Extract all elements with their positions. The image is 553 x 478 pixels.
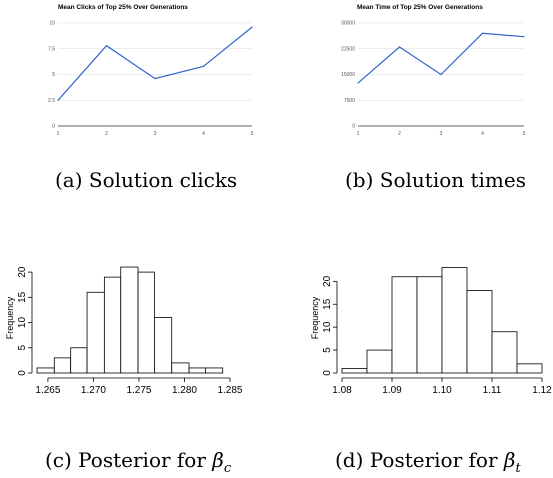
caption-c: (c) Posterior for βc — [45, 448, 232, 476]
chart-b-series-line — [357, 32, 525, 84]
chart-a-title: Mean Clicks of Top 25% Over Generations — [58, 4, 188, 11]
chart-a-xtick-label: 1 — [57, 131, 60, 137]
chart-d-ytick-label: 5 — [322, 347, 333, 353]
chart-d-xtick-label: 1.11 — [483, 385, 502, 396]
chart-c-xtick-label: 1.270 — [81, 385, 106, 396]
chart-c-bar — [120, 266, 139, 374]
chart-d-xtick-label: 1.12 — [532, 385, 552, 396]
chart-a-point — [154, 78, 156, 80]
chart-a-point — [251, 26, 253, 28]
chart-d-ytick-label: 10 — [322, 321, 333, 333]
panel-d-histogram: Frequency 0 5 10 15 20 1.08 1.09 1.10 1.11 1.12 — [310, 267, 552, 396]
chart-d-bar — [416, 276, 443, 374]
chart-a-ytick-label: 5 — [52, 72, 55, 78]
chart-b-ytick-label: 0 — [352, 124, 355, 130]
chart-a-ytick-label: 0 — [52, 124, 55, 130]
chart-a-ytick-label: 7.5 — [48, 46, 55, 52]
chart-a-point — [105, 45, 108, 47]
chart-c-ytick-label: 5 — [17, 345, 28, 351]
chart-b-xtick-label: 5 — [523, 131, 526, 137]
chart-a-xtick-label: 2 — [105, 131, 108, 137]
panel-b-times-chart: Mean Time of Top 25% Over Generations 0 7… — [341, 4, 526, 137]
chart-c-ytick-label: 0 — [17, 370, 28, 376]
chart-b-ytick-label: 22500 — [341, 46, 355, 52]
chart-d-bar — [516, 363, 543, 374]
chart-b-xtick-label: 3 — [440, 131, 443, 137]
chart-b-title: Mean Time of Top 25% Over Generations — [357, 4, 483, 11]
chart-c-bar — [188, 367, 206, 374]
chart-c-ytick-label: 10 — [17, 317, 28, 329]
chart-b-point — [357, 82, 359, 84]
chart-b-xtick-label: 4 — [481, 131, 484, 137]
chart-d-xtick-label: 1.10 — [432, 385, 452, 396]
chart-c-xtick-label: 1.265 — [35, 385, 60, 396]
caption-d: (d) Posterior for βt — [335, 448, 521, 476]
chart-b-ytick-label: 7500 — [344, 98, 355, 104]
chart-c-bar — [36, 367, 55, 374]
chart-d-ylabel: Frequency — [310, 296, 320, 339]
chart-a-ytick-label: 10 — [49, 21, 55, 27]
chart-b-xtick-label: 1 — [357, 131, 360, 137]
chart-b-point — [523, 36, 525, 38]
chart-b-ytick-label: 15000 — [341, 72, 355, 78]
caption-d-subscript: t — [515, 461, 521, 476]
caption-c-subscript: c — [224, 461, 232, 476]
chart-c-xtick-label: 1.285 — [217, 385, 242, 396]
chart-c-bar — [171, 362, 190, 374]
chart-c-bar — [86, 291, 105, 374]
chart-a-point — [57, 99, 59, 101]
chart-d-xtick-label: 1.09 — [382, 385, 402, 396]
caption-d-text: (d) Posterior for — [335, 448, 504, 472]
chart-d-bar — [341, 368, 368, 374]
chart-b-point — [481, 32, 484, 34]
panel-c-histogram: Frequency 0 5 10 15 20 1.265 1.270 1.275 1.280 1.… — [5, 266, 243, 396]
panel-a-clicks-chart: Mean Clicks of Top 25% Over Generations … — [48, 4, 254, 137]
chart-a-xtick-label: 5 — [251, 131, 254, 137]
chart-d-ytick-label: 0 — [322, 370, 333, 376]
chart-c-bar — [205, 367, 224, 374]
chart-a-xtick-label: 4 — [202, 131, 205, 137]
chart-d-bar — [466, 290, 493, 374]
caption-c-symbol: β — [211, 448, 224, 472]
caption-a: (a) Solution clicks — [55, 168, 237, 192]
chart-c-bar — [53, 357, 72, 374]
caption-c-text: (c) Posterior for — [45, 448, 212, 472]
chart-c-bar — [70, 347, 88, 374]
chart-a-xtick-label: 3 — [154, 131, 157, 137]
chart-a-ytick-label: 2.5 — [48, 98, 55, 104]
chart-c-xtick-label: 1.280 — [172, 385, 197, 396]
chart-d-bar — [441, 267, 468, 374]
chart-d-bar — [366, 349, 393, 374]
chart-b-point — [440, 73, 442, 76]
caption-d-symbol: β — [503, 448, 516, 472]
chart-d-xtick-label: 1.08 — [332, 385, 352, 396]
chart-b-point — [398, 46, 401, 48]
chart-c-bar — [103, 276, 122, 374]
chart-d-bar — [391, 276, 418, 374]
caption-b: (b) Solution times — [345, 168, 526, 192]
chart-d-ytick-label: 20 — [322, 275, 333, 287]
chart-b-xtick-label: 2 — [398, 131, 401, 137]
chart-a-series-line — [57, 26, 253, 101]
chart-c-xtick-label: 1.275 — [126, 385, 151, 396]
chart-d-bar — [491, 331, 518, 374]
chart-b-ytick-label: 30000 — [341, 21, 355, 27]
chart-c-bar — [137, 271, 155, 374]
chart-c-ytick-label: 20 — [17, 266, 28, 278]
chart-c-ylabel: Frequency — [5, 296, 15, 339]
chart-c-ytick-label: 15 — [17, 291, 28, 303]
chart-c-bar — [154, 317, 173, 374]
chart-a-point — [202, 65, 205, 67]
chart-d-ytick-label: 15 — [322, 298, 333, 310]
